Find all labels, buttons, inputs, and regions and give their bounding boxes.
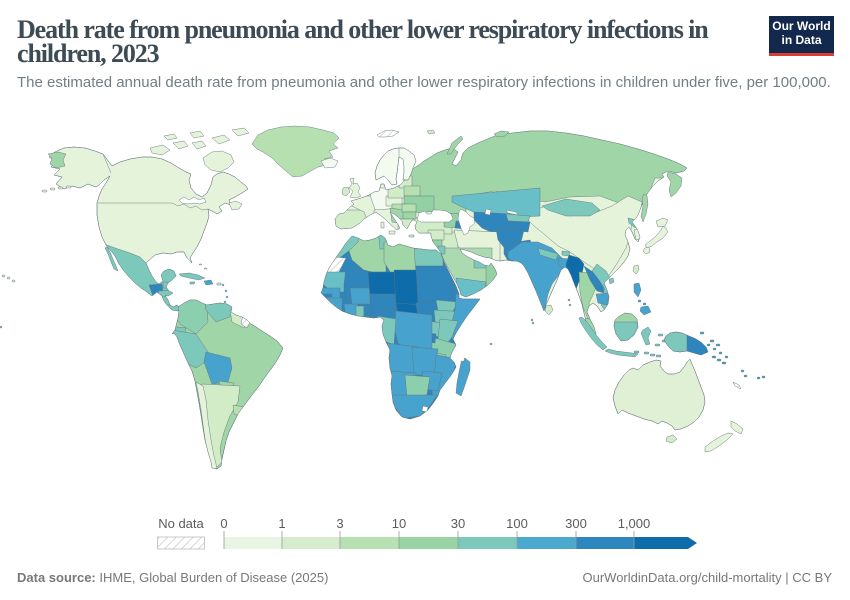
svg-text:30: 30 (451, 516, 465, 531)
svg-text:100: 100 (506, 516, 528, 531)
svg-text:1: 1 (278, 516, 285, 531)
svg-text:1,000: 1,000 (618, 516, 651, 531)
svg-text:300: 300 (565, 516, 587, 531)
svg-text:10: 10 (392, 516, 406, 531)
svg-text:0: 0 (220, 516, 227, 531)
svg-text:3: 3 (336, 516, 343, 531)
svg-text:No data: No data (158, 516, 204, 531)
